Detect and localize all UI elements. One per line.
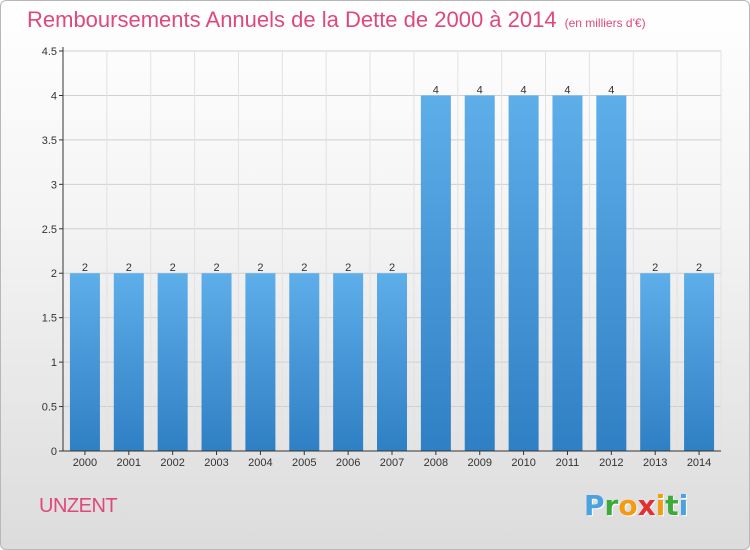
data-label: 2: [170, 262, 176, 274]
bar: [157, 273, 188, 451]
logo-letter: i: [655, 489, 666, 522]
logo-letter: i: [678, 489, 689, 522]
data-label: 2: [257, 262, 263, 274]
y-tick-label: 2.5: [42, 224, 57, 236]
bars: [69, 95, 715, 451]
y-tick-label: 4: [51, 90, 57, 102]
x-tick-label: 2014: [687, 457, 711, 469]
bar: [333, 273, 364, 451]
y-tick-label: 1.5: [42, 313, 57, 325]
commune-name: UNZENT: [39, 495, 118, 517]
x-tick-label: 2009: [467, 457, 491, 469]
bar: [552, 95, 583, 451]
y-tick-label: 2: [51, 268, 57, 280]
data-label: 2: [652, 262, 658, 274]
bar: [420, 95, 451, 451]
bar: [113, 273, 144, 451]
x-tick-label: 2001: [117, 457, 141, 469]
data-label: 2: [345, 262, 351, 274]
x-tick-label: 2004: [248, 457, 272, 469]
logo-letter: o: [618, 489, 638, 522]
x-tick-label: 2002: [160, 457, 184, 469]
bar: [640, 273, 671, 451]
bar: [289, 273, 320, 451]
bar: [245, 273, 276, 451]
bar: [596, 95, 627, 451]
data-label: 4: [433, 84, 439, 96]
data-label: 2: [389, 262, 395, 274]
x-tick-label: 2007: [380, 457, 404, 469]
bar: [684, 273, 715, 451]
bar: [508, 95, 539, 451]
y-tick-label: 3.5: [42, 135, 57, 147]
y-tick-label: 0.5: [42, 402, 57, 414]
logo-letter: P: [584, 489, 605, 522]
bar: [464, 95, 495, 451]
y-tick-label: 3: [51, 179, 57, 191]
bar: [201, 273, 232, 451]
x-tick-label: 2006: [336, 457, 360, 469]
bar: [377, 273, 407, 451]
data-label: 2: [126, 262, 132, 274]
x-tick-label: 2003: [204, 457, 228, 469]
data-label: 4: [477, 84, 483, 96]
data-label: 2: [213, 262, 219, 274]
x-tick-label: 2012: [599, 457, 623, 469]
axes: [59, 47, 721, 455]
bar: [69, 273, 100, 451]
x-tick-label: 2005: [292, 457, 316, 469]
data-label: 4: [521, 84, 527, 96]
logo-letter: r: [604, 489, 619, 522]
chart-title: Remboursements Annuels de la Dette de 20…: [27, 7, 646, 33]
x-tick-label: 2013: [643, 457, 667, 469]
data-label: 4: [564, 84, 570, 96]
chart-unit: (en milliers d'€): [564, 16, 646, 30]
logo-letter: x: [637, 489, 656, 522]
data-label: 4: [608, 84, 614, 96]
x-tick-label: 2010: [511, 457, 535, 469]
labels: 0 0.5 1 1.5 2 2.5 3 3.5 4 4.5 2 2000 2 2001 2 2002 2 2003…: [42, 46, 712, 469]
chart-title-text: Remboursements Annuels de la Dette de 20…: [27, 7, 557, 32]
data-label: 2: [82, 262, 88, 274]
logo-letter: t: [665, 489, 679, 522]
proxiti-logo: Proxiti: [584, 489, 688, 522]
data-label: 2: [696, 262, 702, 274]
y-tick-label: 4.5: [42, 46, 57, 58]
x-tick-label: 2008: [424, 457, 448, 469]
x-tick-label: 2011: [556, 457, 580, 469]
y-tick-label: 1: [51, 357, 57, 369]
data-label: 2: [301, 262, 307, 274]
y-tick-label: 0: [51, 446, 57, 458]
x-tick-label: 2000: [73, 457, 97, 469]
